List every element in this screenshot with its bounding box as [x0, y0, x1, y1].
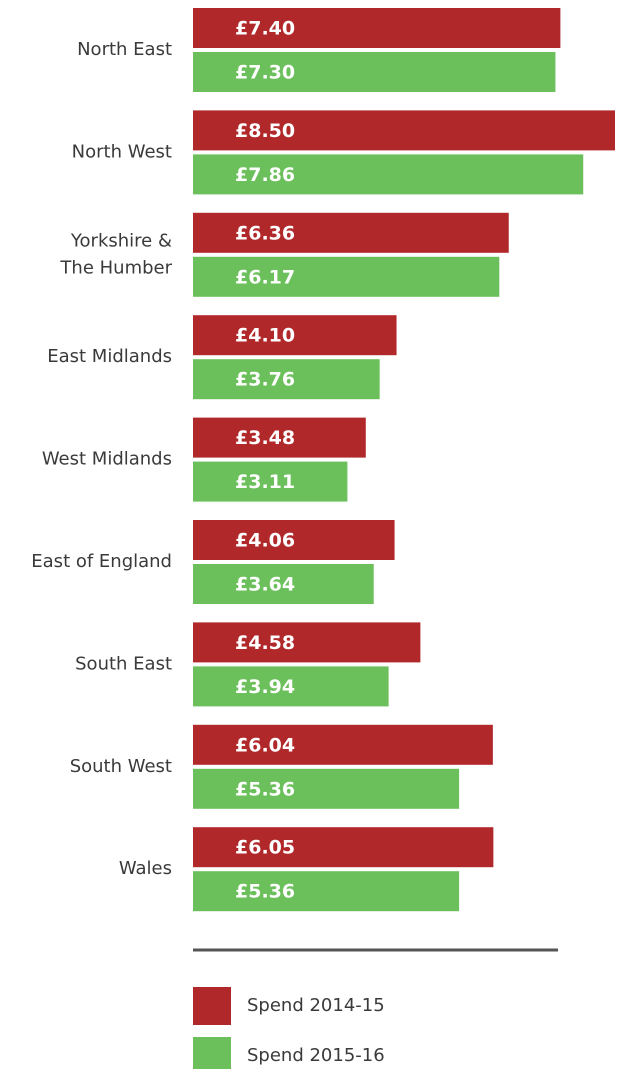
- bar: [193, 520, 395, 560]
- bar: [193, 8, 561, 48]
- value-label: £8.50: [235, 120, 295, 142]
- bar: [193, 827, 494, 868]
- value-label: £6.04: [235, 734, 295, 756]
- value-label: £4.06: [235, 530, 295, 552]
- bar: [193, 417, 366, 458]
- value-label: £3.76: [235, 369, 295, 391]
- bar: [193, 359, 380, 400]
- bar: [193, 564, 374, 604]
- value-label: £6.17: [235, 266, 295, 288]
- legend-swatch: [193, 1037, 231, 1069]
- value-label: £5.36: [235, 778, 295, 800]
- value-label: £3.94: [235, 676, 295, 698]
- value-label: £3.48: [235, 427, 295, 449]
- value-label: £7.40: [235, 18, 295, 40]
- bar: [193, 768, 460, 809]
- category-label: West Midlands: [42, 449, 172, 470]
- bar: [193, 110, 615, 151]
- bar: [193, 212, 509, 253]
- bar: [193, 256, 500, 297]
- bar: [193, 461, 348, 502]
- legend-label: Spend 2014-15: [247, 995, 385, 1016]
- value-label: £7.86: [235, 164, 295, 186]
- legend-label: Spend 2015-16: [247, 1045, 385, 1066]
- bar: [193, 666, 389, 707]
- value-label: £3.11: [235, 471, 295, 493]
- value-label: £7.30: [235, 62, 295, 84]
- value-label: £4.10: [235, 325, 295, 347]
- category-label: Yorkshire & The Humber: [59, 230, 172, 278]
- value-label: £5.36: [235, 881, 295, 903]
- bar: [193, 154, 584, 195]
- bar: [193, 724, 493, 765]
- value-label: £4.58: [235, 632, 295, 654]
- category-label: East Midlands: [47, 346, 172, 367]
- bar: [193, 315, 397, 356]
- category-label: South West: [70, 756, 172, 777]
- category-label: South East: [75, 653, 172, 674]
- value-label: £3.64: [235, 574, 295, 596]
- value-label: £6.05: [235, 837, 295, 859]
- category-label: North West: [72, 141, 172, 162]
- category-label: North East: [77, 39, 172, 60]
- bar: [193, 622, 421, 663]
- category-label: Wales: [119, 858, 172, 879]
- bar: [193, 52, 556, 92]
- legend-swatch: [193, 987, 231, 1025]
- value-label: £6.36: [235, 222, 295, 244]
- bar: [193, 871, 460, 912]
- category-label: East of England: [31, 551, 172, 572]
